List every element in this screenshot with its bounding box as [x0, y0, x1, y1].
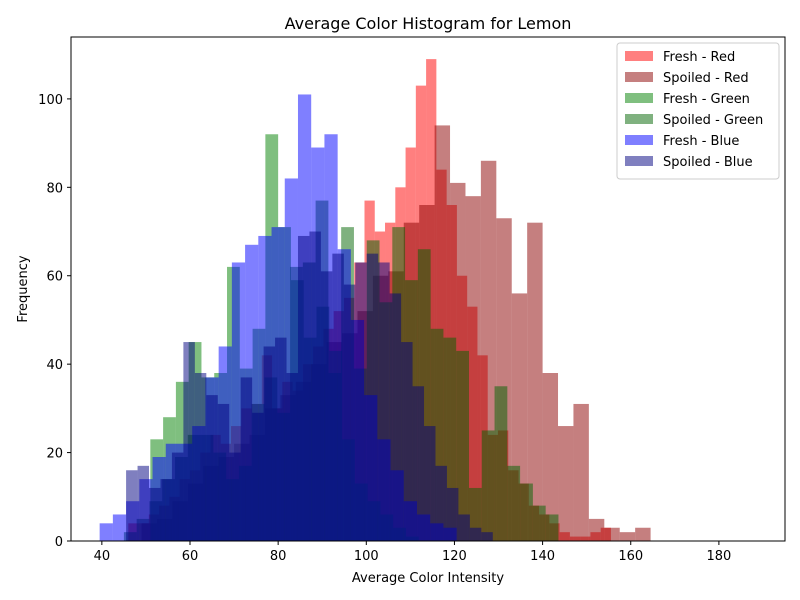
legend: Fresh - Red Spoiled - Red Fresh - Green Spo… — [616, 42, 780, 180]
x-tick-label-1: 60 — [182, 549, 199, 564]
bar-5-27 — [435, 465, 447, 541]
bar-1-27 — [558, 426, 574, 541]
bar-3-27 — [468, 487, 482, 541]
chart-title: Average Color Histogram for Lemon — [285, 14, 572, 33]
bar-5-17 — [320, 271, 333, 541]
legend-label-2: Fresh - Green — [663, 92, 750, 107]
bar-3-33 — [545, 514, 559, 541]
y-tick-label-4: 80 — [46, 181, 63, 196]
legend-label-0: Fresh - Red — [663, 50, 735, 65]
bar-3-26 — [456, 350, 469, 541]
bar-5-30 — [469, 527, 482, 541]
bars-layer — [99, 59, 651, 542]
x-tick-label-7: 180 — [706, 549, 731, 564]
x-axis-label: Average Color Intensity — [352, 571, 504, 586]
bar-5-19 — [343, 284, 356, 541]
bar-5-16 — [309, 231, 321, 541]
bar-5-25 — [412, 386, 425, 541]
legend-label-3: Spoiled - Green — [663, 113, 763, 128]
y-axis-label: Frequency — [16, 255, 31, 322]
bar-5-14 — [286, 373, 298, 541]
bar-1-31 — [619, 532, 636, 541]
bar-1-25 — [527, 222, 543, 541]
x-axis: 40 60 80 100 120 140 160 180 — [94, 541, 731, 564]
bar-5-8 — [217, 403, 230, 541]
legend-box — [616, 42, 780, 180]
legend-swatch-4 — [625, 135, 653, 145]
bar-3-28 — [481, 430, 495, 541]
bar-5-15 — [297, 235, 310, 541]
bar-5-22 — [378, 262, 390, 541]
bar-1-29 — [588, 518, 605, 541]
bar-1-32 — [635, 527, 651, 541]
x-tick-label-4: 120 — [442, 549, 467, 564]
bar-1-26 — [542, 373, 559, 541]
x-tick-label-6: 160 — [618, 549, 643, 564]
bar-5-5 — [183, 342, 195, 541]
bar-5-18 — [332, 253, 344, 541]
bar-5-13 — [275, 337, 287, 541]
y-tick-label-5: 100 — [38, 93, 63, 108]
bar-5-26 — [424, 426, 436, 541]
bar-1-30 — [604, 527, 620, 541]
bar-5-0 — [126, 470, 138, 541]
bar-3-32 — [532, 505, 546, 541]
plot-frame — [70, 36, 786, 542]
x-tick-label-0: 40 — [94, 549, 111, 564]
bar-4-1 — [112, 514, 127, 541]
bar-5-7 — [206, 395, 218, 541]
bar-5-4 — [171, 452, 184, 541]
x-tick-label-5: 140 — [530, 549, 555, 564]
legend-swatch-3 — [625, 114, 653, 124]
legend-swatch-5 — [625, 156, 653, 166]
bar-1-21 — [465, 196, 481, 541]
bar-4-0 — [99, 523, 113, 541]
bar-5-29 — [458, 514, 470, 541]
bar-5-21 — [366, 253, 379, 541]
legend-swatch-1 — [625, 72, 653, 82]
bar-5-24 — [401, 342, 413, 541]
bar-5-23 — [389, 293, 402, 541]
bar-5-20 — [355, 262, 367, 541]
x-tick-label-3: 100 — [354, 549, 379, 564]
legend-label-5: Spoiled - Blue — [663, 155, 753, 170]
bar-5-12 — [263, 346, 276, 541]
bar-3-30 — [507, 465, 521, 541]
bar-5-10 — [240, 377, 253, 541]
bar-5-1 — [137, 465, 150, 541]
bar-1-28 — [573, 403, 589, 541]
bar-5-11 — [252, 412, 264, 541]
legend-label-4: Fresh - Blue — [663, 134, 739, 149]
y-tick-label-2: 40 — [46, 358, 63, 373]
bar-5-3 — [160, 479, 172, 541]
y-tick-label-1: 20 — [46, 447, 63, 462]
bar-5-31 — [481, 532, 493, 541]
y-tick-label-3: 60 — [46, 270, 63, 285]
bar-5-28 — [446, 487, 459, 541]
legend-swatch-0 — [625, 51, 653, 61]
bar-3-31 — [520, 483, 533, 541]
bar-5-2 — [149, 487, 161, 541]
y-tick-label-0: 0 — [55, 535, 63, 550]
x-tick-label-2: 80 — [270, 549, 287, 564]
legend-label-1: Spoiled - Red — [663, 71, 749, 86]
bar-3-29 — [494, 386, 508, 541]
legend-swatch-2 — [625, 93, 653, 103]
bar-5-6 — [194, 373, 207, 541]
y-axis: 0 20 40 60 80 100 — [38, 93, 71, 550]
bar-5-9 — [229, 452, 241, 541]
